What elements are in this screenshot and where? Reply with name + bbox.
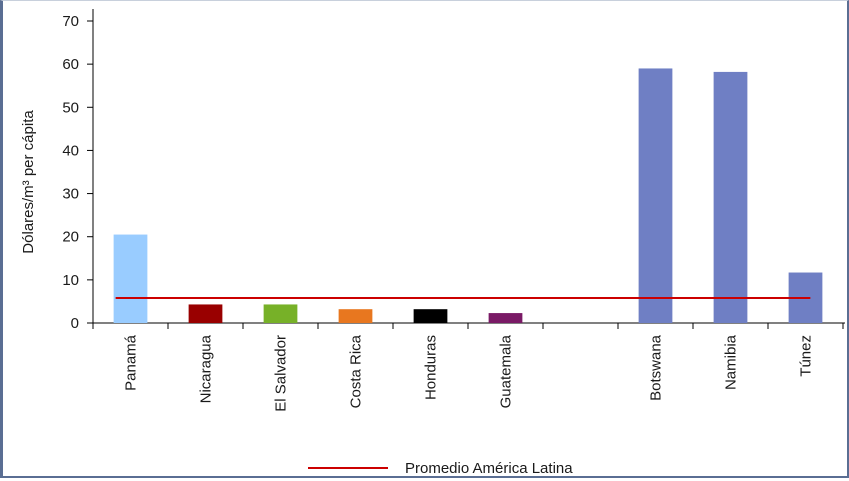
bar (263, 304, 298, 323)
bar (488, 313, 523, 323)
x-tick-label: Costa Rica (348, 334, 365, 408)
category-labels: Panamá Nicaragua El Salvador Costa Rica Hond… (123, 334, 815, 411)
x-tick-label: Botswana (648, 334, 665, 401)
bar (113, 234, 148, 323)
bar (713, 71, 748, 323)
x-tick-label: Nicaragua (198, 334, 215, 403)
x-tick-label: Namibia (723, 334, 740, 390)
x-tick-label: El Salvador (273, 335, 290, 412)
bars (113, 68, 823, 323)
y-tick-label: 0 (71, 315, 79, 332)
x-tick-label: Panamá (123, 334, 140, 391)
y-axis-label: Dólares/m³ per cápita (20, 110, 37, 254)
y-tick-label: 70 (62, 13, 79, 30)
x-tick-label: Túnez (798, 335, 815, 377)
x-tick-label: Guatemala (498, 334, 515, 408)
legend: Promedio América Latina (308, 460, 573, 477)
bar (638, 68, 673, 323)
bar (338, 309, 373, 323)
bar (413, 309, 448, 323)
x-tick-label: Honduras (423, 335, 440, 400)
bar (188, 304, 223, 323)
legend-label: Promedio América Latina (405, 460, 573, 476)
bar-chart: 0 10 20 30 40 50 60 70 Panamá Nicaragua El Salvad… (20, 9, 845, 477)
y-tick-label: 40 (62, 142, 79, 159)
y-tick-label: 30 (62, 186, 79, 203)
y-tick-label: 10 (62, 272, 79, 289)
y-tick-label: 20 (62, 229, 79, 246)
y-tick-label: 50 (62, 99, 79, 116)
y-tick-label: 60 (62, 56, 79, 73)
